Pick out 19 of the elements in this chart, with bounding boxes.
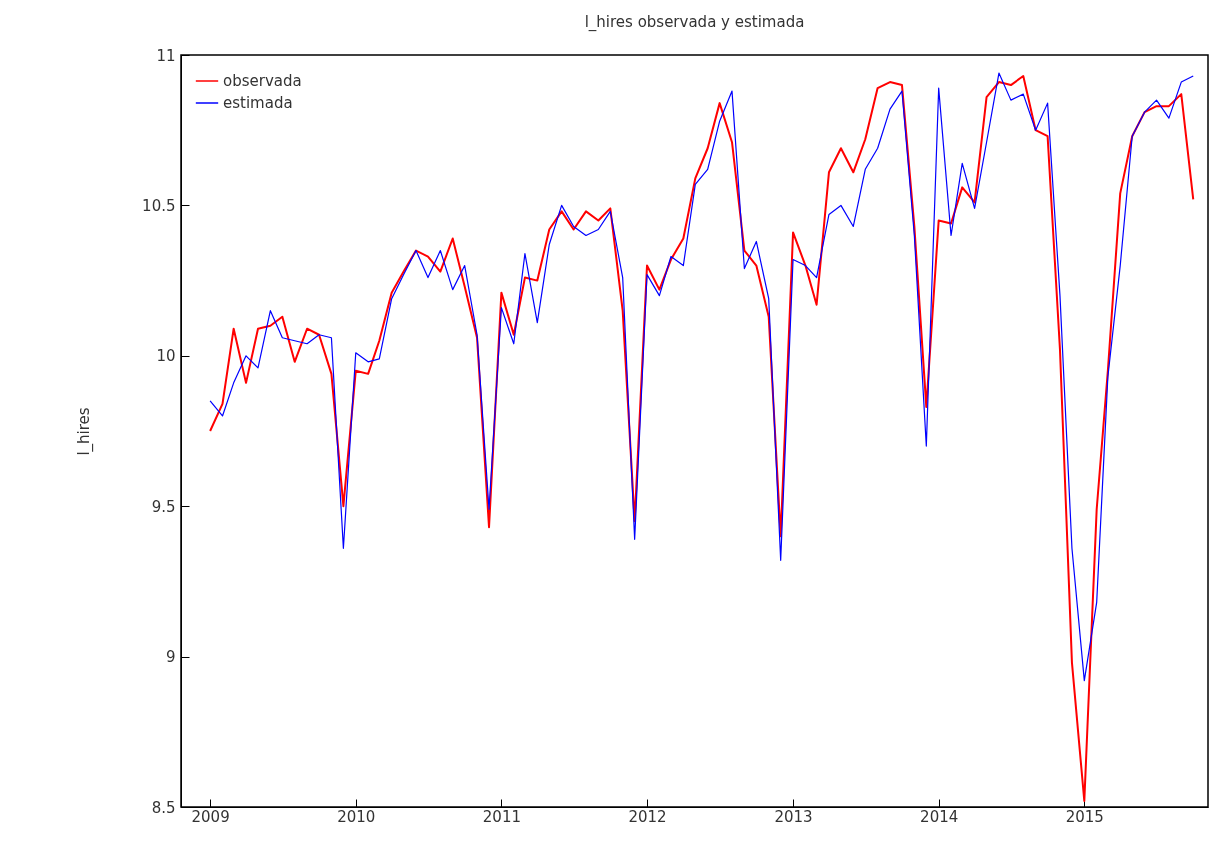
x-tick-label: 2009 bbox=[191, 807, 230, 826]
legend-label: estimada bbox=[223, 94, 293, 112]
line-series bbox=[209, 75, 1195, 802]
x-tick-label: 2013 bbox=[774, 807, 813, 826]
x-tick-label: 2014 bbox=[920, 807, 959, 826]
y-axis-title: l_hires bbox=[75, 407, 95, 456]
y-tick-label: 11 bbox=[156, 46, 176, 65]
line-series bbox=[209, 72, 1194, 682]
y-tick-label: 9.5 bbox=[151, 497, 176, 516]
y-tick-label: 9 bbox=[165, 648, 176, 667]
y-tick-label: 8.5 bbox=[151, 798, 176, 817]
y-tick-label: 10 bbox=[156, 347, 176, 366]
legend-label: observada bbox=[223, 72, 302, 90]
y-tick-label: 10.5 bbox=[142, 196, 176, 215]
x-tick-label: 2012 bbox=[628, 807, 667, 826]
x-tick-label: 2011 bbox=[482, 807, 521, 826]
x-tick-label: 2015 bbox=[1065, 807, 1104, 826]
chart-title: l_hires observada y estimada bbox=[584, 13, 805, 32]
x-tick-label: 2010 bbox=[337, 807, 376, 826]
